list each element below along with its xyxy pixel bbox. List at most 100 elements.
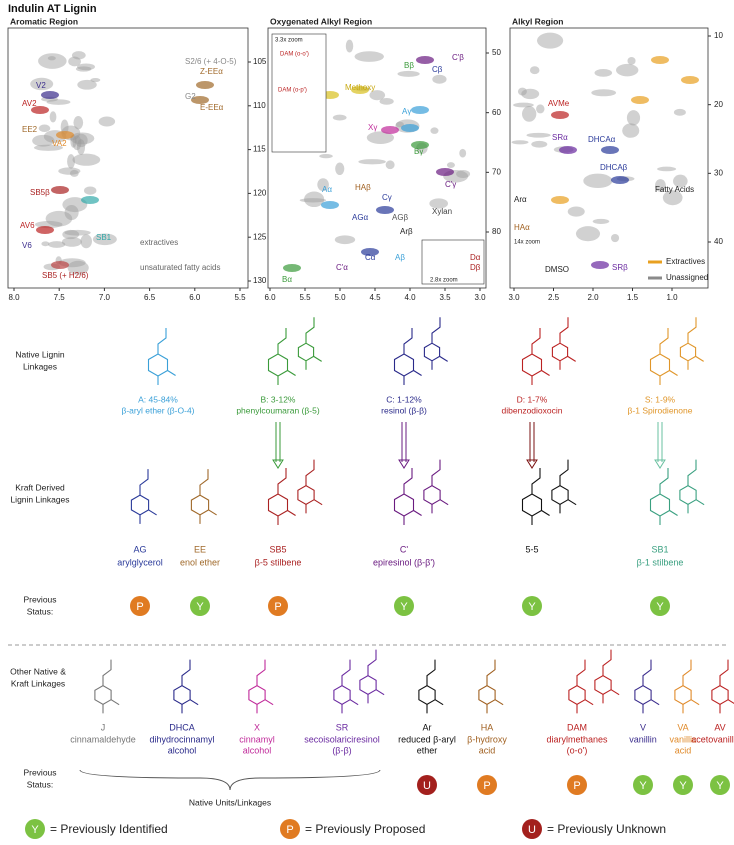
signal (75, 66, 92, 72)
signal (45, 210, 73, 227)
chain (431, 459, 441, 486)
chain (277, 328, 287, 354)
panel-frame (267, 27, 487, 289)
chain (139, 469, 149, 496)
signal (369, 90, 386, 101)
status-badge (280, 819, 300, 839)
peak-label: VA2 (52, 139, 67, 148)
linkage-name: arylglycerol (117, 557, 163, 567)
linkage-name: β-1 stilbene (637, 557, 684, 567)
linkage-name: (β-β) (332, 745, 351, 755)
chain (531, 468, 541, 494)
chain (426, 659, 436, 686)
chain (486, 659, 496, 686)
peak-label: AGα (352, 213, 369, 222)
bond (413, 370, 422, 376)
peak-label: AV2 (22, 99, 37, 108)
signal (72, 153, 101, 166)
row-label: Kraft Derived (15, 482, 65, 492)
status-letter: P (483, 780, 490, 792)
signal (83, 186, 97, 195)
signal (72, 135, 82, 151)
bond (313, 499, 323, 506)
peak-label: Xγ (368, 123, 377, 132)
ring (711, 684, 729, 706)
chain (403, 328, 413, 354)
signal (70, 132, 95, 145)
chain (256, 659, 266, 686)
x-tick-label: 6.5 (144, 293, 156, 302)
signal (627, 57, 636, 65)
peak-label: unsaturated fatty acids (140, 263, 221, 272)
status-badge (25, 819, 45, 839)
signal (31, 106, 49, 114)
linkage-name: β-1 Spirodienone (628, 405, 693, 415)
y-tick-label: 120 (253, 189, 267, 198)
chain (559, 317, 569, 344)
linkage-name: acid (675, 745, 692, 755)
y-tick-label: 80 (492, 227, 501, 236)
signal (673, 108, 686, 116)
signal (361, 248, 379, 256)
chain (102, 659, 112, 686)
signal (304, 191, 325, 208)
chain (576, 659, 586, 686)
peak-label: Aα (322, 185, 332, 194)
row-label: Other Native & (10, 666, 66, 676)
peak-label: Cβ (432, 65, 443, 74)
linkage-code: SR (336, 722, 349, 732)
chain (277, 468, 287, 494)
signal (48, 241, 66, 248)
signal (32, 134, 55, 147)
signal (511, 140, 529, 145)
peak-label: Z-EEα (200, 67, 223, 76)
signal (47, 56, 56, 61)
linkage-name: epiresinol (β-β') (373, 557, 435, 567)
y-tick-label: 70 (492, 167, 501, 176)
linkage-name: phenylcoumaran (β-5) (236, 405, 319, 415)
linkage-code: D: 1-7% (517, 394, 548, 404)
status-letter: Y (196, 601, 204, 613)
peak-label: AVMe (548, 99, 570, 108)
peak-label: Bβ (404, 61, 414, 70)
ring (393, 493, 415, 517)
ring (674, 684, 692, 706)
signal (395, 121, 404, 128)
peak-label: DAM (o-p') (278, 88, 307, 94)
y-tick-label: 110 (253, 101, 266, 110)
linkage-name: acetovanillone (691, 734, 734, 744)
ring (267, 493, 289, 517)
peak-label: AV6 (20, 221, 35, 230)
linkage-name: resinol (β-β) (381, 405, 427, 415)
signal (69, 169, 79, 177)
bond (695, 355, 704, 362)
bond (349, 699, 359, 706)
bond (287, 510, 296, 516)
signal (522, 106, 537, 122)
signal (77, 79, 97, 90)
chain (687, 459, 697, 486)
peak-label: Aγ (402, 107, 411, 116)
ring (634, 684, 652, 706)
ring (679, 484, 697, 506)
arrow-head (398, 459, 410, 469)
signal (591, 89, 617, 97)
ring (649, 493, 671, 517)
legend-text: = Previously Identified (50, 822, 168, 836)
signal (551, 111, 569, 119)
bond (610, 689, 620, 696)
peak-label: Xylan (432, 207, 452, 216)
signal (358, 159, 386, 165)
signal (81, 196, 99, 204)
signal (432, 74, 447, 84)
bond (669, 370, 678, 376)
peak-label: S2/6 (+ 4-O-5) (185, 57, 237, 66)
peak-label: Dα (470, 253, 481, 262)
signal (335, 162, 345, 176)
peak-label: Arβ (400, 227, 413, 236)
y-tick-label: 40 (714, 237, 723, 246)
chain (305, 459, 315, 486)
zoom-inset (271, 33, 327, 153)
linkage-code: C: 1-12% (386, 394, 422, 404)
